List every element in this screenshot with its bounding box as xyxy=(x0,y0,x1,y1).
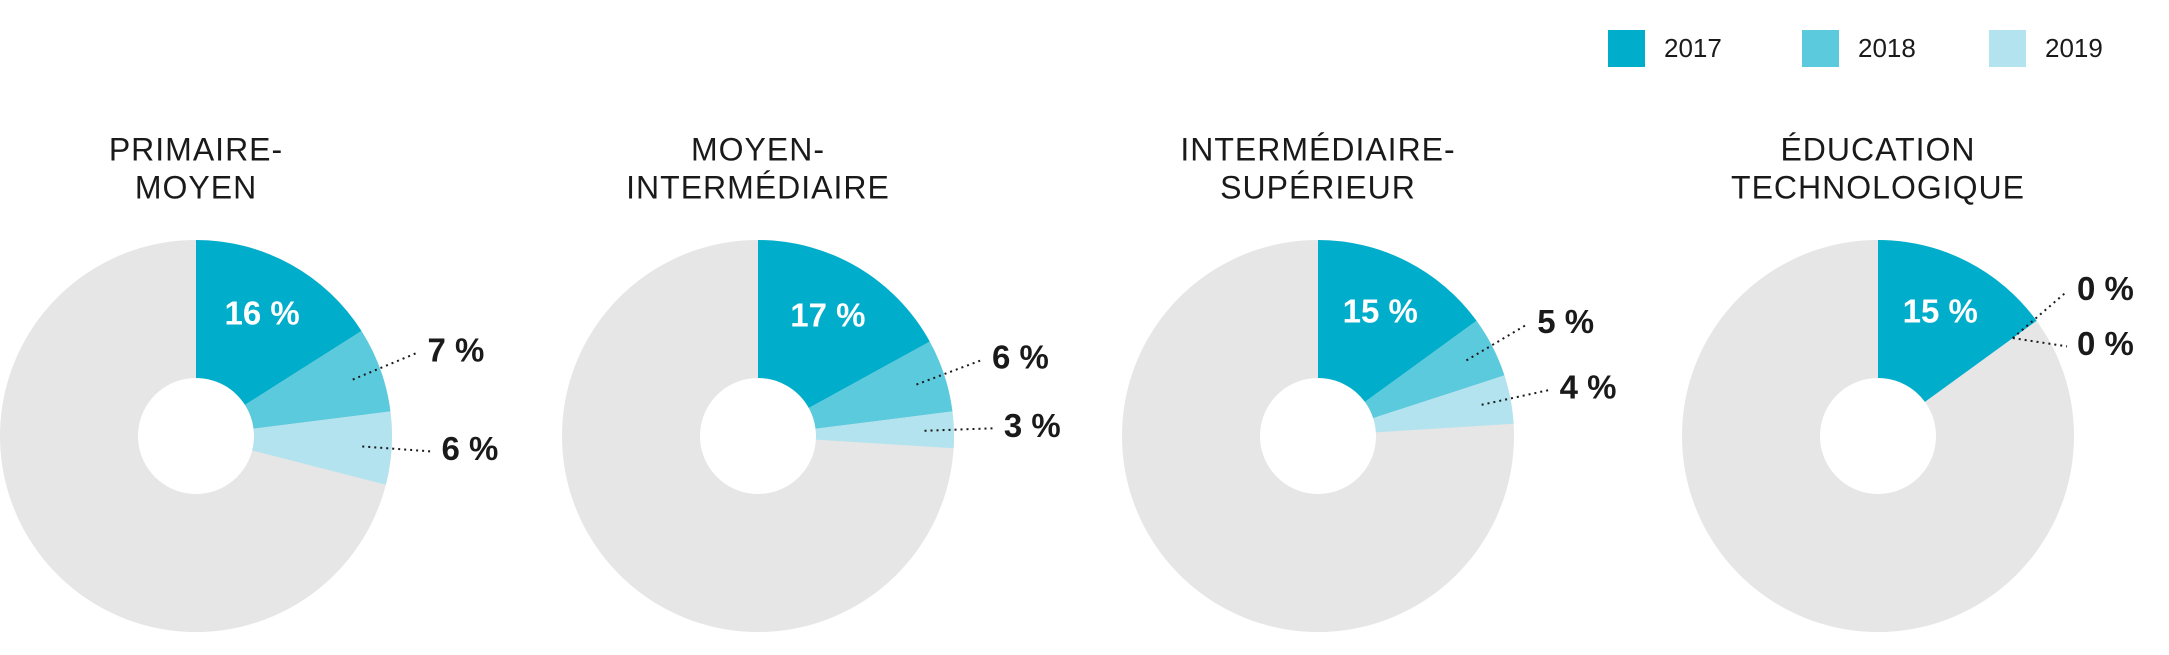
legend-label: 2018 xyxy=(1858,33,1916,63)
donut-slice xyxy=(244,330,391,429)
donut-slice xyxy=(252,411,392,485)
chart-title: TECHNOLOGIQUE xyxy=(1731,169,2025,205)
donut-slice xyxy=(1373,375,1514,433)
donut-slice xyxy=(815,411,954,449)
chart-title: MOYEN- xyxy=(691,131,825,167)
value-label: 6 % xyxy=(442,430,499,467)
value-label: 5 % xyxy=(1537,303,1594,340)
chart-title: SUPÉRIEUR xyxy=(1220,169,1416,205)
donut-slice xyxy=(1364,320,1505,419)
legend-label: 2017 xyxy=(1664,33,1722,63)
value-label: 16 % xyxy=(224,294,299,331)
legend-swatch xyxy=(1989,30,2026,67)
chart-title: MOYEN xyxy=(135,169,257,205)
legend-swatch xyxy=(1608,30,1645,67)
value-label: 0 % xyxy=(2077,270,2134,307)
legend-swatch xyxy=(1802,30,1839,67)
chart-title: ÉDUCATION xyxy=(1780,131,1975,167)
legend-label: 2019 xyxy=(2045,33,2103,63)
value-label: 3 % xyxy=(1004,407,1061,444)
value-label: 7 % xyxy=(427,331,484,368)
chart-title: INTERMÉDIAIRE xyxy=(626,169,890,205)
value-label: 15 % xyxy=(1343,292,1418,329)
donut-slice xyxy=(1878,240,2037,402)
chart-title: PRIMAIRE- xyxy=(109,131,283,167)
value-label: 4 % xyxy=(1560,369,1617,406)
value-label: 15 % xyxy=(1903,292,1978,329)
donut-slice xyxy=(1318,240,1477,402)
chart-title: INTERMÉDIAIRE- xyxy=(1180,131,1455,167)
value-label: 6 % xyxy=(992,339,1049,376)
donut-slice xyxy=(196,240,362,405)
donut-slice xyxy=(808,341,953,429)
value-label: 17 % xyxy=(790,297,865,334)
donut-slice xyxy=(758,240,930,409)
value-label: 0 % xyxy=(2077,325,2134,362)
